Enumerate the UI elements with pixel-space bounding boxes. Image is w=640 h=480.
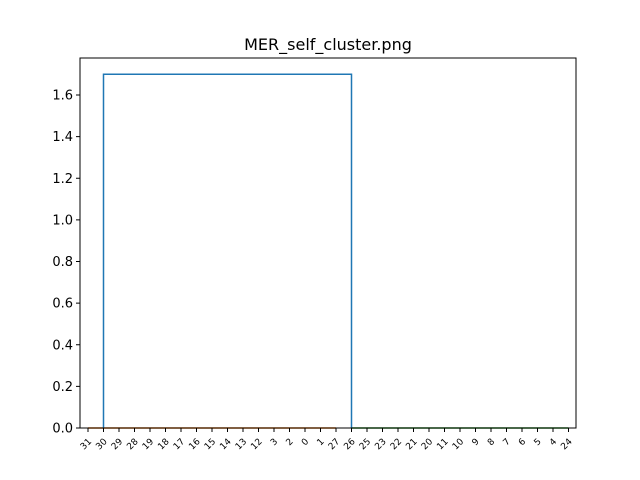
y-tick-label: 0.2 xyxy=(52,380,73,395)
y-tick-label: 1.4 xyxy=(52,130,73,145)
y-tick-label: 0.4 xyxy=(52,338,73,353)
y-axis: 0.0 0.2 0.4 0.6 0.8 1.0 1.2 1.4 1.6 xyxy=(52,89,80,437)
leaf-label: 7 xyxy=(501,437,512,448)
y-tick-label: 0.6 xyxy=(52,297,73,312)
leaf-label: 2 xyxy=(284,437,295,448)
y-tick-label: 0.0 xyxy=(52,422,73,437)
y-tick-label: 1.6 xyxy=(52,89,73,104)
y-tick-label: 1.2 xyxy=(52,172,73,187)
leaf-label: 9 xyxy=(470,437,481,448)
y-tick-label: 1.0 xyxy=(52,213,73,228)
leaf-label: 1 xyxy=(315,437,326,448)
y-tick-label: 0.8 xyxy=(52,255,73,270)
root-merge-link xyxy=(102,73,353,428)
leaf-label: 6 xyxy=(517,437,528,448)
leaf-label: 0 xyxy=(300,437,311,448)
leaf-label: 4 xyxy=(548,437,559,448)
leaf-label: 8 xyxy=(486,437,497,448)
plot-frame xyxy=(79,57,577,429)
chart-title: MER_self_cluster.png xyxy=(244,35,412,55)
leaf-label: 3 xyxy=(269,437,280,448)
leaf-label: 5 xyxy=(532,437,543,448)
